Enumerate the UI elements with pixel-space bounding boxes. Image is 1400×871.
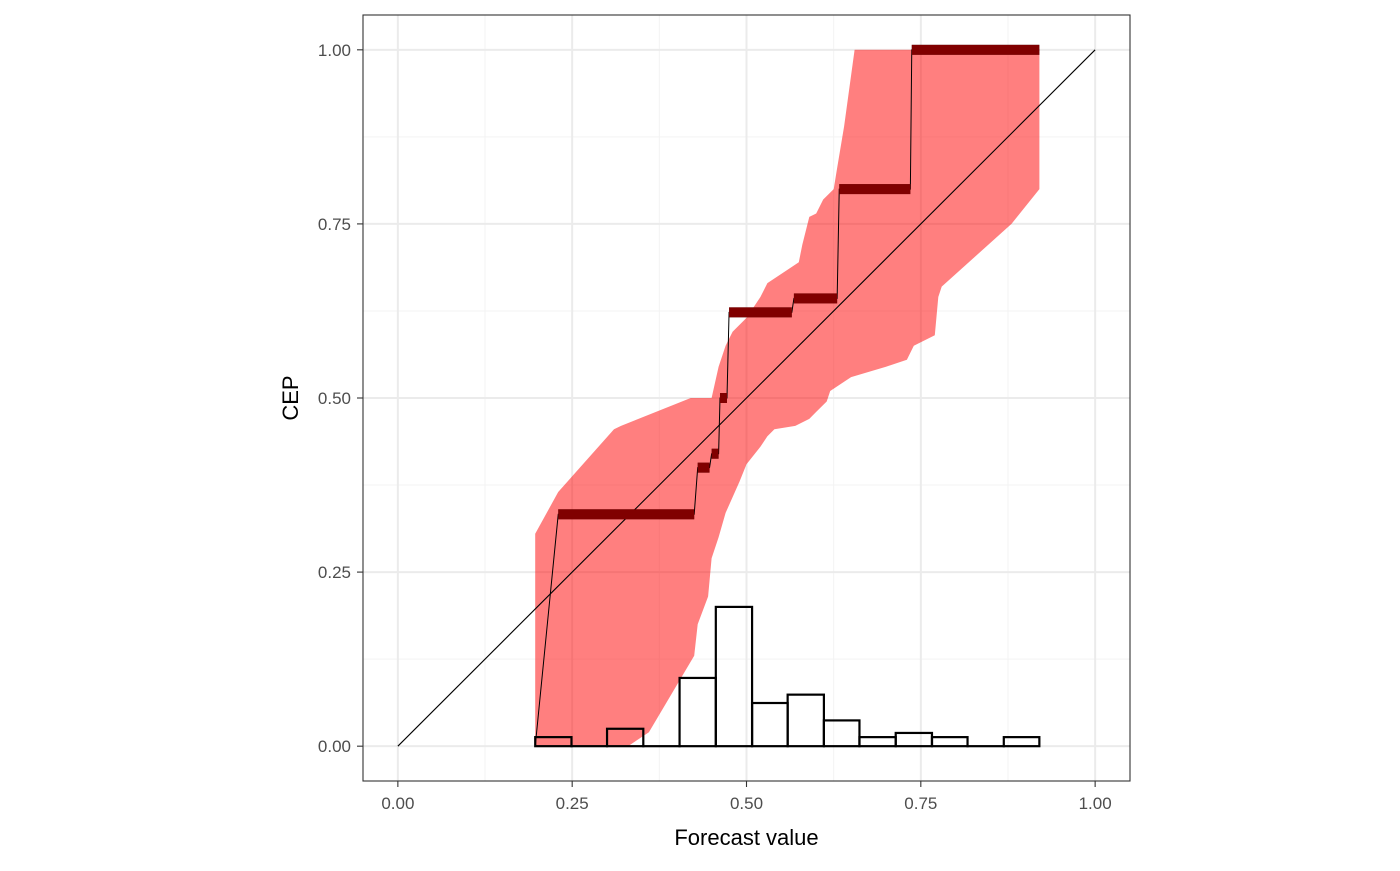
cep-step-band-overlay	[794, 293, 837, 303]
cep-step-band-overlay	[720, 393, 727, 403]
y-tick-label: 0.50	[318, 389, 351, 408]
y-tick-label: 1.00	[318, 41, 351, 60]
y-tick-label: 0.75	[318, 215, 351, 234]
x-tick-label: 0.50	[730, 794, 763, 813]
x-tick-label: 0.25	[556, 794, 589, 813]
x-axis-title: Forecast value	[674, 825, 818, 850]
cep-step-band-overlay	[712, 449, 719, 459]
x-tick-label: 1.00	[1079, 794, 1112, 813]
cep-step-band-overlay	[698, 463, 710, 473]
cep-step-band-overlay	[912, 45, 1040, 55]
y-tick-label: 0.25	[318, 563, 351, 582]
cep-step-band-overlay	[839, 184, 910, 194]
x-tick-label: 0.00	[381, 794, 414, 813]
x-tick-label: 0.75	[904, 794, 937, 813]
y-axis-title: CEP	[278, 375, 303, 420]
cep-step-band-overlay	[729, 307, 792, 317]
cep-step-band-overlay	[558, 509, 694, 519]
y-tick-label: 0.00	[318, 737, 351, 756]
